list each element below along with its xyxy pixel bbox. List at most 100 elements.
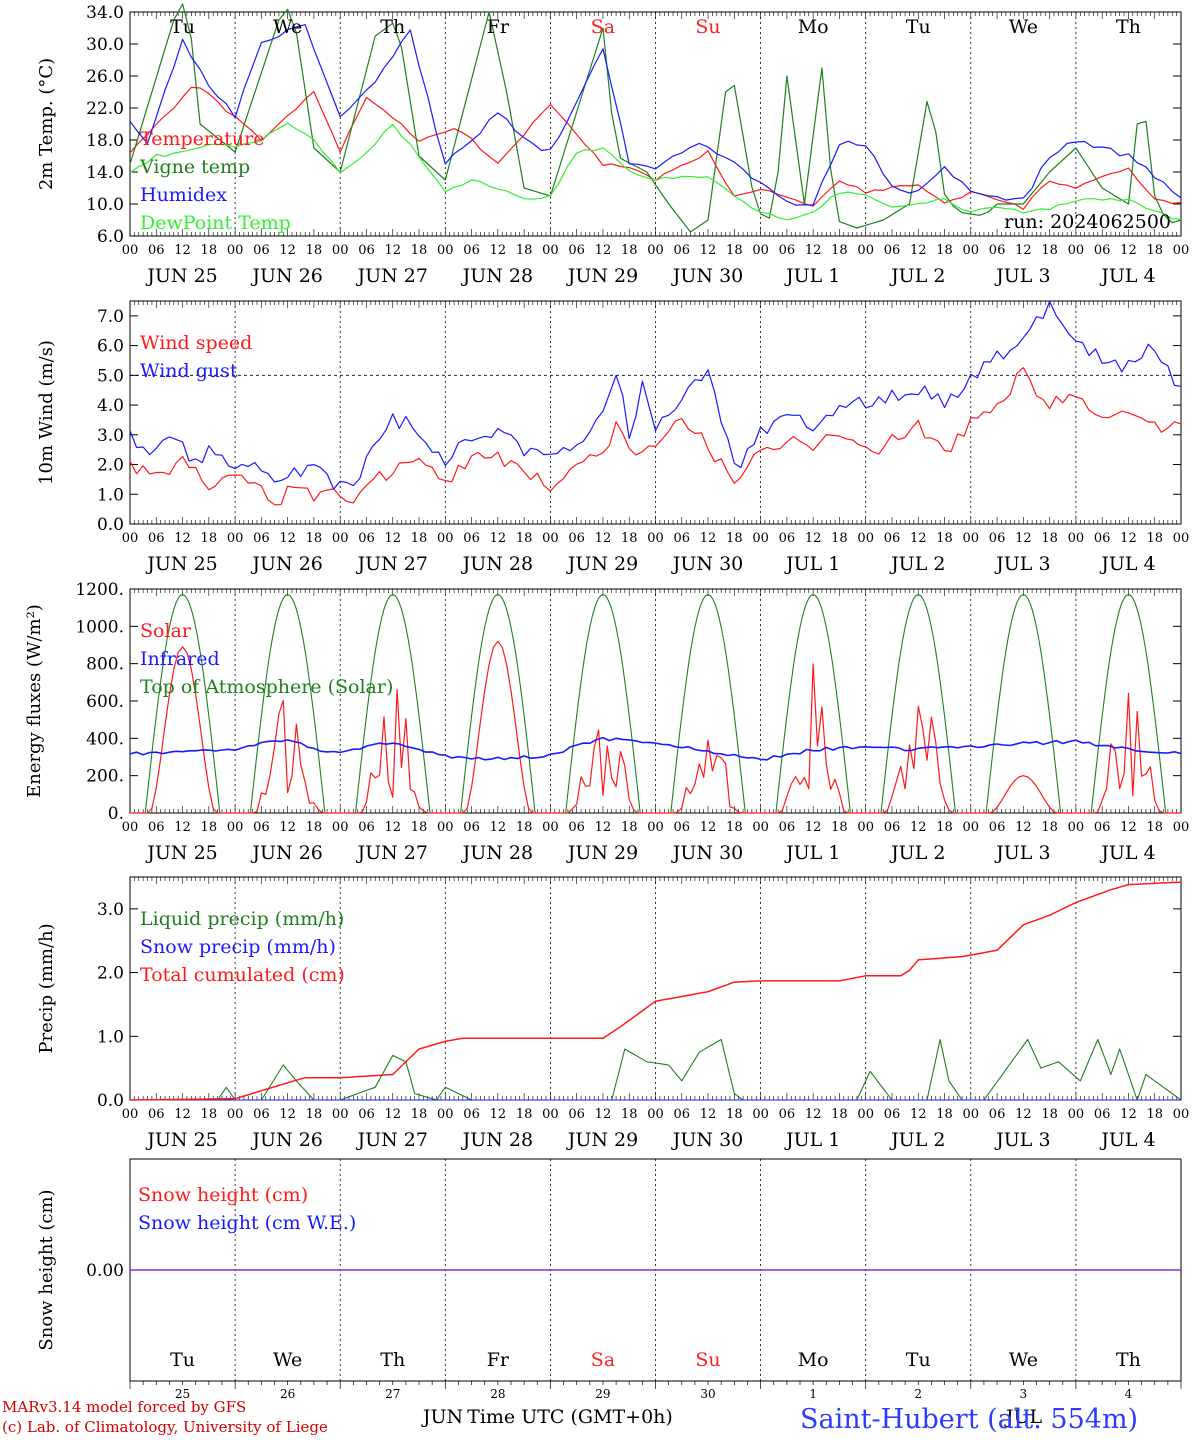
date-label: JUL 1 [784,553,840,575]
hour-tick-label: 12 [384,820,401,835]
hour-tick-label: 00 [857,243,874,258]
hour-tick-label: 18 [1146,1107,1163,1122]
hour-tick-label: 06 [779,531,796,546]
series-line-humidex [129,24,1182,206]
hour-tick-label: 12 [1015,1107,1032,1122]
hour-tick-label: 12 [805,820,822,835]
hour-tick-label: 12 [174,531,191,546]
weekday-label: Su [695,16,720,38]
date-label: JUN 25 [145,265,217,287]
hour-tick-label: 12 [490,531,507,546]
hour-tick-label: 12 [1015,243,1032,258]
date-label: JUL 3 [994,842,1050,864]
hour-tick-label: 06 [674,820,691,835]
hour-tick-label: 00 [1068,243,1085,258]
hour-tick-label: 06 [884,820,901,835]
y-tick-label: 2.0 [97,456,124,476]
legend-entry: Wind gust [140,360,238,382]
hour-tick-label: 12 [595,820,612,835]
hour-tick-label: 00 [437,243,454,258]
y-tick-label: 4.0 [97,396,124,416]
hour-tick-label: 18 [1146,820,1163,835]
weekday-label: Tu [906,16,931,38]
date-label: JUN 26 [250,842,322,864]
hour-tick-label: 06 [1094,820,1111,835]
y-axis-label: 10m Wind (m/s) [36,340,57,485]
hour-tick-label: 06 [674,243,691,258]
month-label: JUL [1004,1406,1043,1428]
hour-tick-label: 12 [279,531,296,546]
y-tick-label: 3.0 [97,426,124,446]
hour-tick-label: 18 [306,531,323,546]
hour-tick-label: 18 [1041,531,1058,546]
hour-tick-label: 18 [831,531,848,546]
y-tick-label: 34.0 [86,3,124,23]
hour-tick-label: 06 [989,531,1006,546]
y-tick-label: 22.0 [86,99,124,119]
y-tick-label: 400. [86,729,124,749]
hour-tick-label: 18 [516,243,533,258]
y-tick-label: 6.0 [97,337,124,357]
panel-2: 00 06 12 18 00 06 12 18 00 06 12 18 00 06 12 18 00 06 12 18… [36,300,1189,575]
hour-tick-label: 18 [411,243,428,258]
hour-tick-label: 18 [1146,243,1163,258]
hour-tick-label: 06 [1094,243,1111,258]
legend-entry: Top of Atmosphere (Solar) [140,676,393,698]
hour-tick-label: 18 [831,820,848,835]
hour-tick-label: 00 [542,820,559,835]
y-axis-label: Snow height (cm) [36,1189,57,1350]
legend-entry: Temperature [140,128,264,150]
series-line-solar [130,640,1181,814]
panel-1: 00 06 12 18 00 06 12 18 00 06 12 18 00 06 12 18 00 06 12 18… [36,3,1189,287]
y-tick-label: 5.0 [97,366,124,386]
hour-tick-label: 12 [1015,531,1032,546]
hour-tick-label: 00 [542,531,559,546]
hour-tick-label: 18 [306,243,323,258]
hour-tick-label: 06 [463,820,480,835]
hour-tick-label: 00 [647,243,664,258]
hour-tick-label: 00 [752,1107,769,1122]
hour-tick-label: 06 [253,1107,270,1122]
y-tick-label: 1.0 [97,1027,124,1047]
weekday-label: Mo [798,16,829,38]
hour-tick-label: 00 [227,531,244,546]
hour-tick-label: 12 [279,820,296,835]
hour-tick-label: 12 [700,531,717,546]
date-label: JUN 27 [356,265,428,287]
y-tick-label: 1000. [75,617,124,637]
hour-tick-label: 06 [1094,531,1111,546]
hour-tick-label: 12 [279,1107,296,1122]
time-axis-label: Time UTC (GMT+0h) [467,1406,673,1428]
legend-entry: Vigne temp [139,156,250,178]
hour-tick-label: 00 [752,820,769,835]
hour-tick-label: 12 [174,1107,191,1122]
hour-tick-label: 00 [1068,531,1085,546]
y-tick-label: 1.0 [97,485,124,505]
hour-tick-label: 06 [989,243,1006,258]
y-axis-label: Energy fluxes (W/m²) [24,604,45,798]
hour-tick-label: 18 [516,820,533,835]
hour-tick-label: 00 [122,1107,139,1122]
date-label: JUN 28 [461,265,533,287]
hour-tick-label: 18 [1146,531,1163,546]
hour-tick-label: 18 [201,243,218,258]
date-label: JUL 3 [994,265,1050,287]
hour-tick-label: 06 [148,243,165,258]
day-number-label: 4 [1125,1387,1133,1401]
date-label: JUL 1 [784,265,840,287]
hour-tick-label: 06 [148,1107,165,1122]
hour-tick-label: 00 [857,1107,874,1122]
hour-tick-label: 18 [201,531,218,546]
hour-tick-label: 00 [647,531,664,546]
y-tick-label: 2.0 [97,964,124,984]
hour-tick-label: 12 [490,1107,507,1122]
day-number-label: 2 [914,1387,922,1401]
hour-tick-label: 00 [963,243,980,258]
date-label: JUN 27 [356,553,428,575]
weekday-label: We [273,1349,302,1371]
date-label: JUN 28 [461,1129,533,1151]
hour-tick-label: 06 [884,1107,901,1122]
date-label: JUN 29 [566,842,638,864]
hour-tick-label: 00 [1173,820,1190,835]
